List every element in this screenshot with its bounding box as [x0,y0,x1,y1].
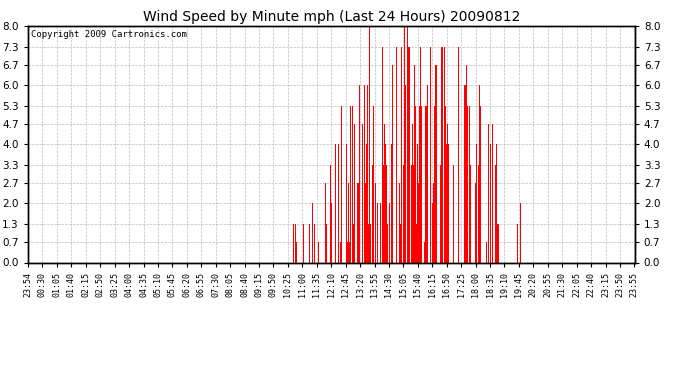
Title: Wind Speed by Minute mph (Last 24 Hours) 20090812: Wind Speed by Minute mph (Last 24 Hours)… [143,10,520,24]
Text: Copyright 2009 Cartronics.com: Copyright 2009 Cartronics.com [30,30,186,39]
